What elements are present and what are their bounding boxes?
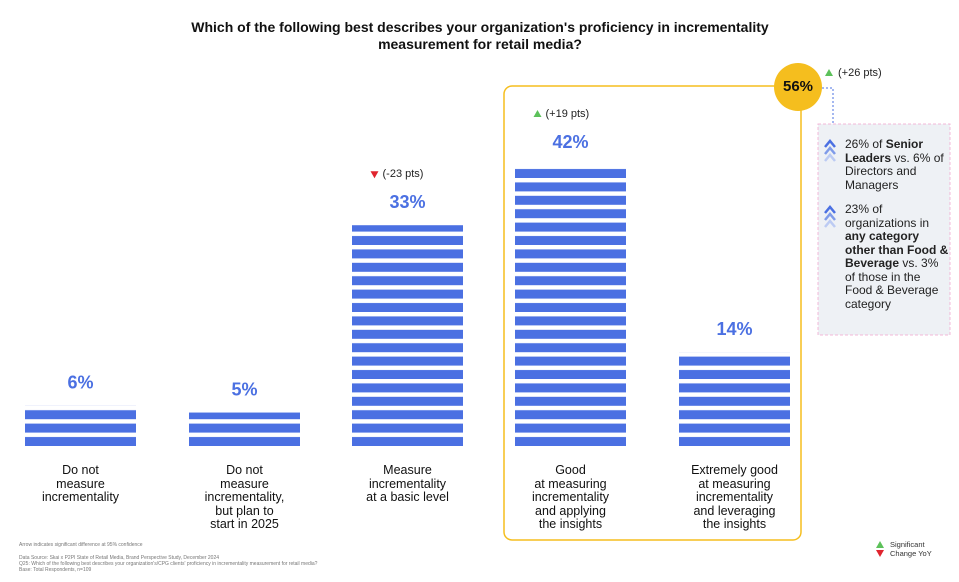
bar (352, 225, 463, 446)
legend-label: Significant (890, 540, 925, 549)
connector (822, 87, 834, 124)
footnote: Data Source: Skai x P2PI State of Retail… (19, 555, 220, 561)
chevron-icon (824, 205, 836, 228)
value-label: 6% (67, 373, 93, 393)
change-label: (-23 pts) (383, 168, 424, 180)
insight-text: vs. 6% of Directors and Managers (845, 150, 944, 192)
down-arrow (370, 171, 379, 179)
up-arrow (825, 69, 833, 76)
combined-box (503, 85, 802, 541)
value-label: 14% (716, 319, 752, 339)
category-label: Do not measure incrementality, but plan … (204, 463, 285, 531)
insight-text: any category other than Food & Beverage (845, 229, 949, 270)
insight-text: 23% of organizations in (845, 202, 930, 230)
up-arrow (533, 110, 542, 117)
legend-down-icon (876, 550, 884, 557)
bar (679, 352, 790, 446)
category-label: Extremely good at measuring incrementali… (691, 463, 778, 531)
category-label: Good at measuring incrementality and app… (531, 463, 610, 531)
value-label: 42% (552, 132, 588, 152)
bar (515, 165, 626, 446)
combined-change: (+26 pts) (838, 67, 882, 79)
legend-label: Change YoY (890, 549, 932, 558)
insight: 23% of organizations in any category oth… (845, 202, 950, 311)
category-label: Do not measure incrementality (41, 463, 120, 504)
chart-title: Which of the following best describes yo… (191, 19, 769, 52)
legend-up-icon (876, 541, 884, 548)
combined-label: 56% (783, 78, 813, 95)
insight-text: Senior Leaders (845, 137, 924, 165)
category-label: Measure incrementality at a basic level (366, 463, 449, 504)
insight-text: vs. 3% of those in the Food & Beverage c… (845, 256, 939, 311)
footnote: Base: Total Respondents, n=109 (19, 567, 92, 573)
insight-panel (817, 123, 951, 336)
chevron-icon (824, 139, 836, 162)
value-label: 5% (231, 379, 257, 399)
footnote: Q25: Which of the following best describ… (19, 561, 318, 567)
insight: 26% of Senior Leaders vs. 6% of Director… (845, 137, 950, 192)
bar (25, 405, 136, 446)
change-label: (+19 pts) (546, 108, 590, 120)
combined-badge (774, 63, 822, 111)
bar (189, 412, 300, 446)
footnote: Arrow indicates significant difference a… (19, 542, 143, 548)
insight-text: 26% of (845, 137, 886, 151)
value-label: 33% (389, 192, 425, 212)
